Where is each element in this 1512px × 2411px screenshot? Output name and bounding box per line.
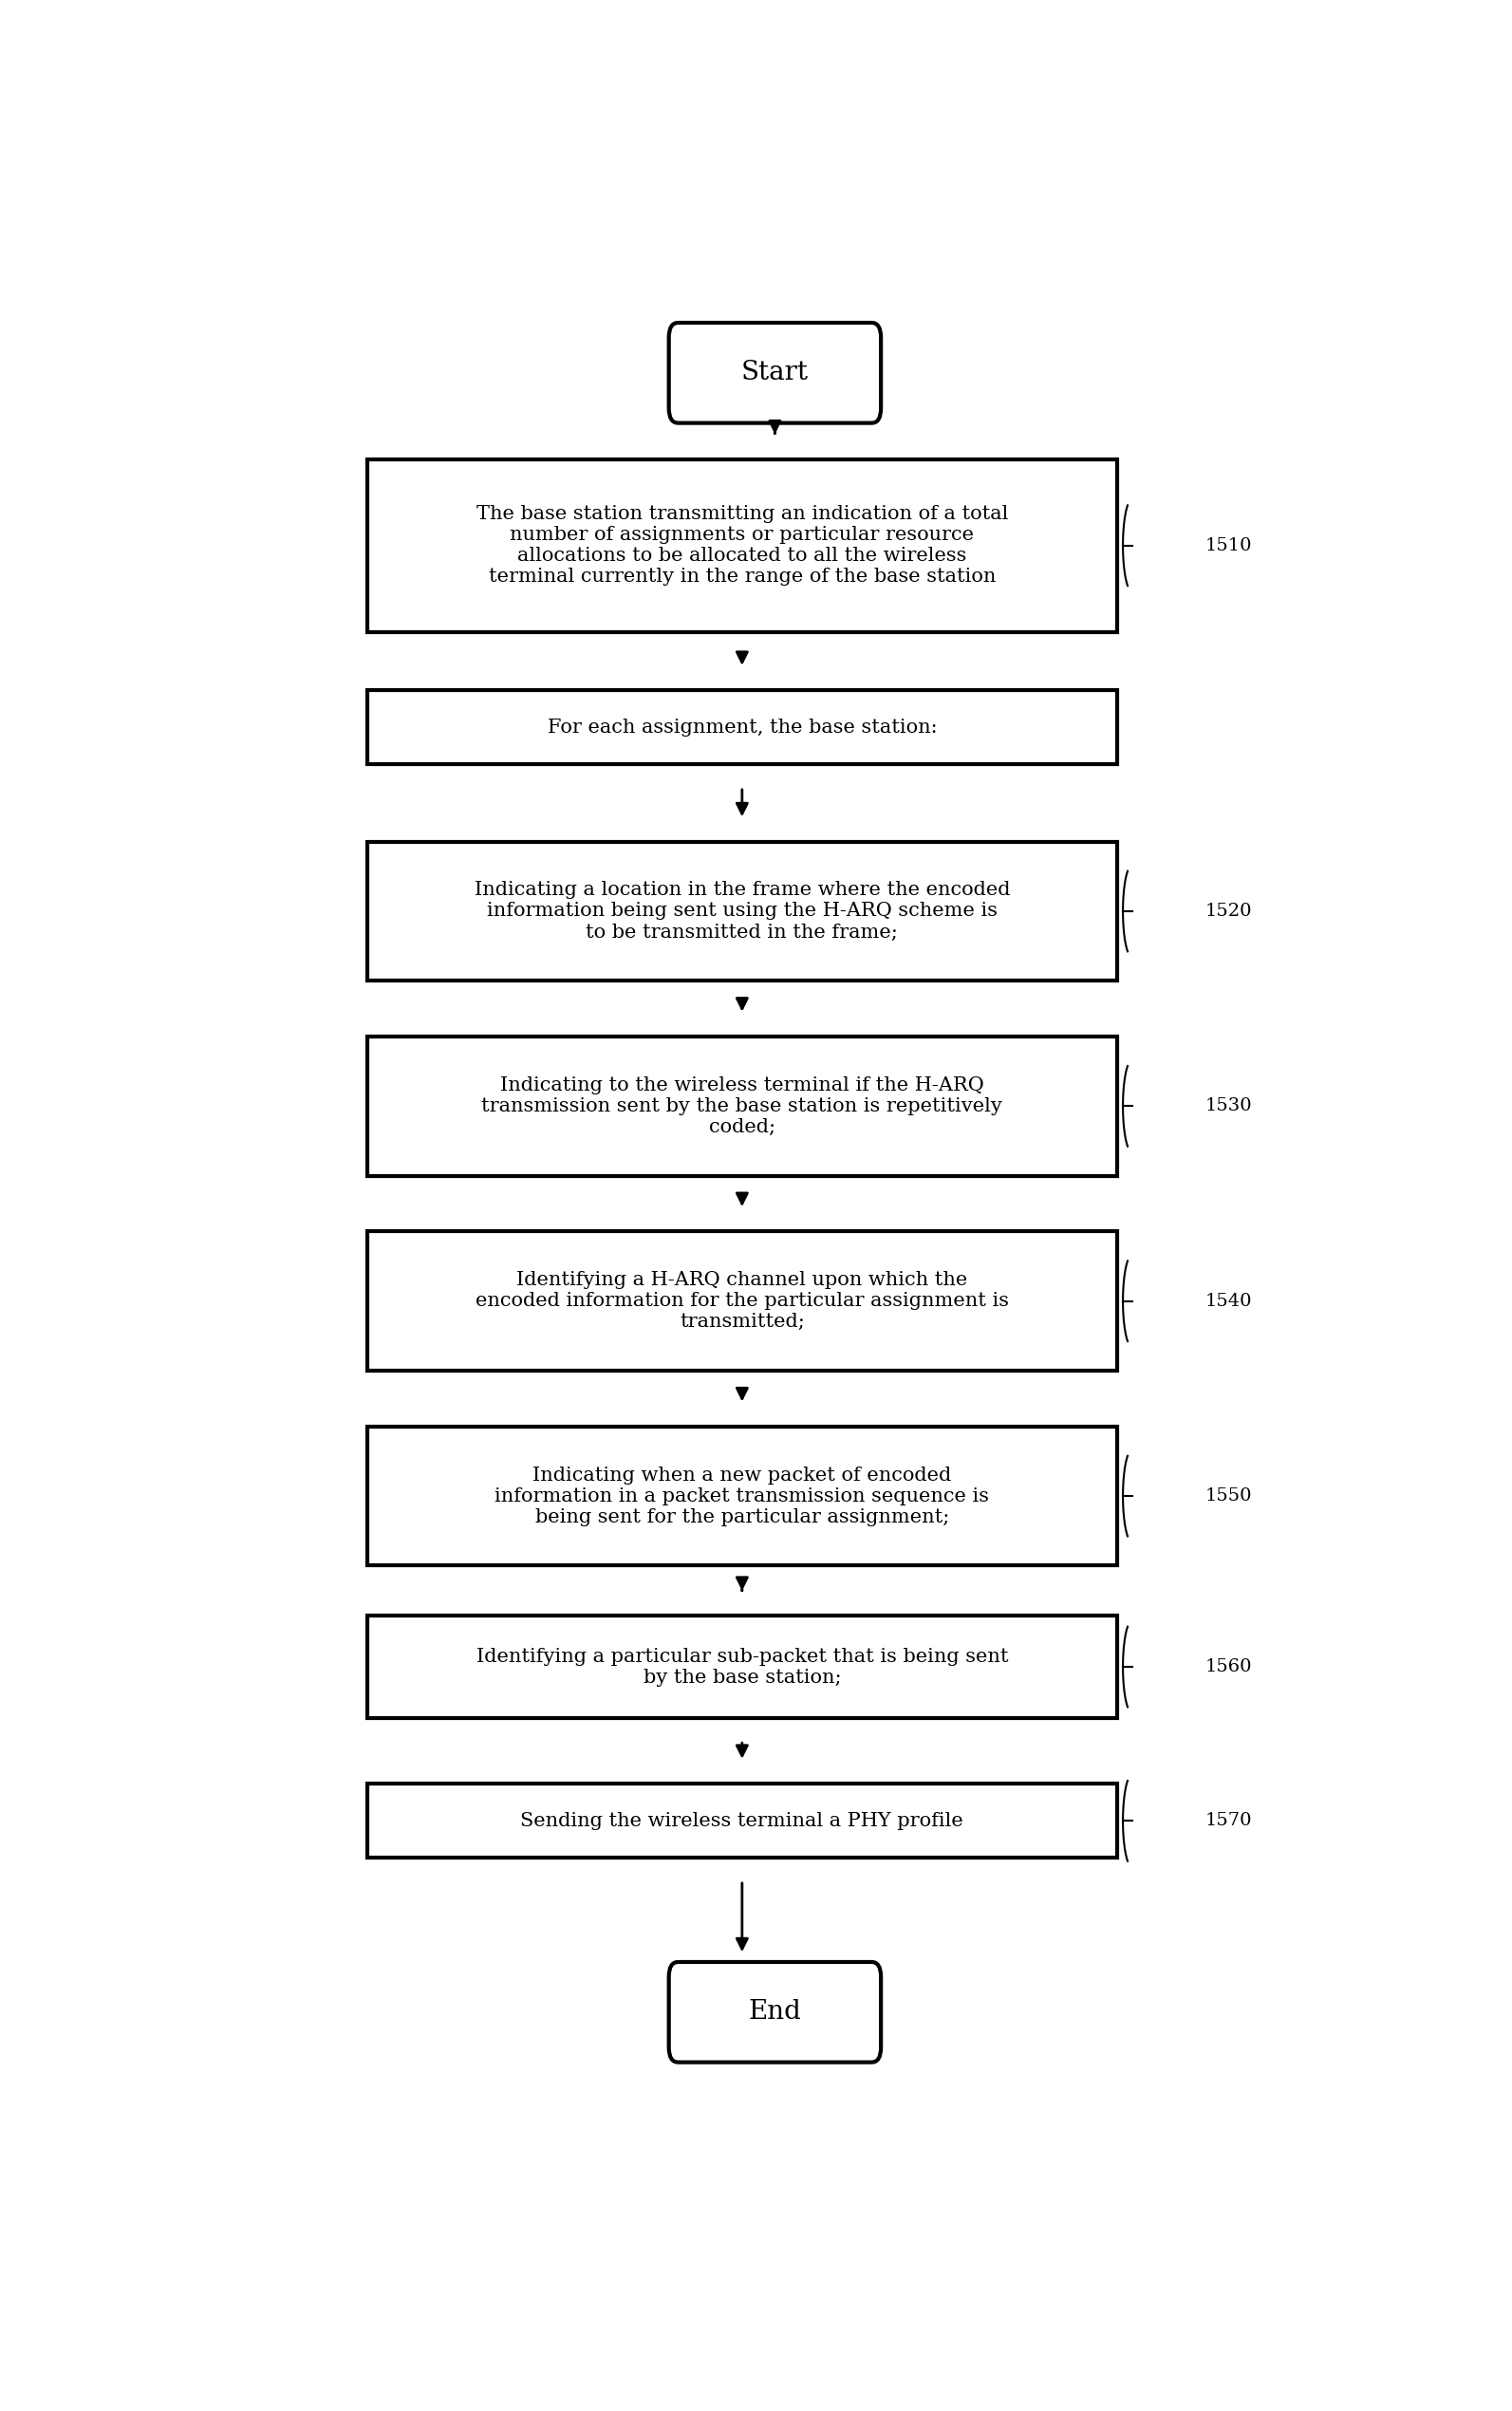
- Bar: [367, 841, 1117, 981]
- Bar: [367, 1232, 1117, 1372]
- Text: 1560: 1560: [1205, 1659, 1252, 1676]
- Text: Indicating when a new packet of encoded
information in a packet transmission seq: Indicating when a new packet of encoded …: [494, 1466, 989, 1526]
- Text: End: End: [748, 1999, 801, 2025]
- Bar: [367, 1037, 1117, 1177]
- Bar: [367, 1615, 1117, 1719]
- Text: Indicating a location in the frame where the encoded
information being sent usin: Indicating a location in the frame where…: [475, 882, 1010, 940]
- Bar: [367, 1784, 1117, 1859]
- Bar: [367, 690, 1117, 764]
- Text: 1520: 1520: [1205, 902, 1252, 919]
- Text: 1510: 1510: [1205, 538, 1252, 555]
- Text: Indicating to the wireless terminal if the H-ARQ
transmission sent by the base s: Indicating to the wireless terminal if t…: [482, 1075, 1002, 1136]
- Text: For each assignment, the base station:: For each assignment, the base station:: [547, 718, 937, 735]
- FancyBboxPatch shape: [668, 1963, 881, 2061]
- Text: The base station transmitting an indication of a total
number of assignments or : The base station transmitting an indicat…: [476, 506, 1009, 586]
- FancyBboxPatch shape: [668, 323, 881, 422]
- Bar: [367, 458, 1117, 632]
- Text: Identifying a H-ARQ channel upon which the
encoded information for the particula: Identifying a H-ARQ channel upon which t…: [475, 1271, 1009, 1331]
- Text: Sending the wireless terminal a PHY profile: Sending the wireless terminal a PHY prof…: [520, 1813, 963, 1830]
- Text: Identifying a particular sub-packet that is being sent
by the base station;: Identifying a particular sub-packet that…: [476, 1647, 1009, 1685]
- Text: Start: Start: [741, 359, 809, 386]
- Text: 1530: 1530: [1205, 1097, 1252, 1114]
- Text: 1570: 1570: [1205, 1813, 1252, 1830]
- Bar: [367, 1427, 1117, 1565]
- Text: 1540: 1540: [1205, 1292, 1252, 1309]
- Text: 1550: 1550: [1205, 1488, 1252, 1504]
